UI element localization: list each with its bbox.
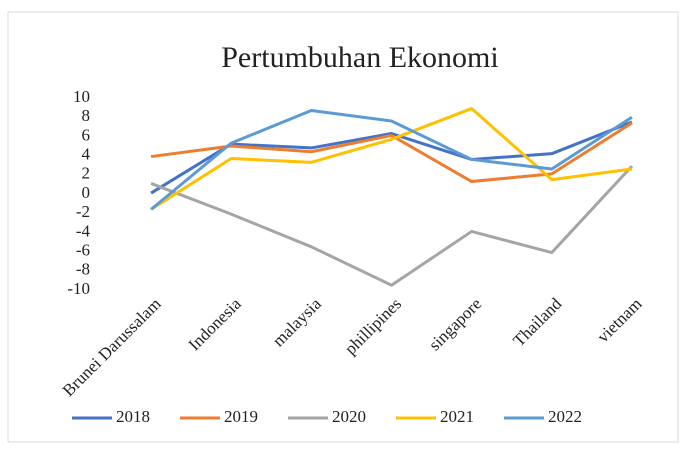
chart-title: Pertumbuhan Ekonomi [221,41,498,74]
series-line [150,107,633,211]
y-tick-label: -4 [76,221,91,240]
y-tick-label: -6 [76,241,90,260]
y-tick-label: 10 [73,87,90,106]
legend-label: 2021 [440,407,474,426]
legend-label: 2019 [224,407,258,426]
y-tick-label: 6 [82,125,91,144]
series-line [150,165,634,287]
legend-label: 2020 [332,407,366,426]
series-line [150,108,633,211]
y-tick-label: -10 [67,279,90,298]
legend-label: 2018 [116,407,150,426]
y-tick-label: -2 [76,202,90,221]
y-tick-label: 0 [82,183,91,202]
legend-label: 2022 [548,407,582,426]
y-tick-label: 8 [82,106,91,125]
y-tick-label: -8 [76,260,90,279]
y-tick-label: 2 [82,164,91,183]
series-line [150,121,633,184]
y-tick-label: 4 [82,145,91,164]
chart-border [7,11,679,443]
